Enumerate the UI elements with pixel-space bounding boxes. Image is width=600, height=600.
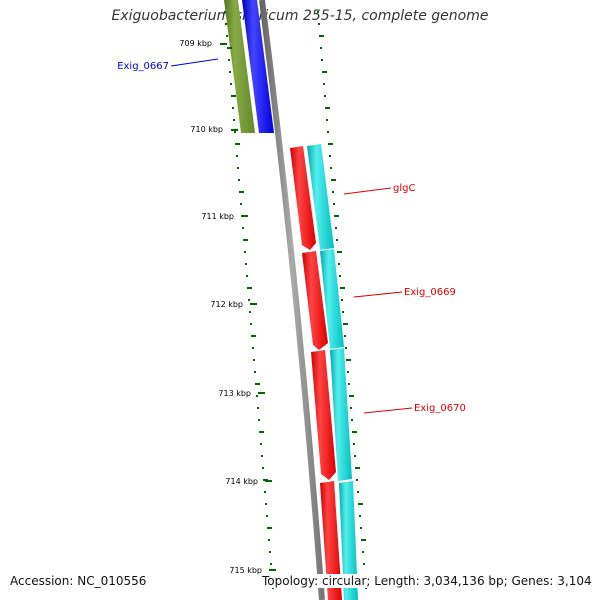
- label-exig-0667: Exig_0667: [117, 58, 219, 72]
- svg-text:Exig_0667: Exig_0667: [117, 61, 169, 72]
- scale-tick-715: 715 kbp: [229, 566, 276, 575]
- tick-label: 710 kbp: [190, 125, 223, 134]
- label-exig-0670: Exig_0670: [363, 403, 466, 414]
- tick-label: 714 kbp: [225, 477, 258, 486]
- genome-backbone: [259, 0, 325, 600]
- cds-exig-0670: [311, 350, 336, 480]
- scale-tick-711: 711 kbp: [201, 212, 248, 221]
- genome-title: Exiguobacterium sibiricum 255-15, comple…: [111, 8, 489, 24]
- svg-text:glgC: glgC: [393, 183, 415, 194]
- scale-tick-712: 712 kbp: [210, 300, 257, 309]
- track-forward-exig-0669: [320, 249, 344, 349]
- cds-exig-0667: [242, 0, 274, 133]
- tick-label: 709 kbp: [179, 39, 212, 48]
- tick-label: 711 kbp: [201, 212, 234, 221]
- scale-tick-713: 713 kbp: [218, 389, 265, 398]
- cds-next: [320, 481, 342, 600]
- scale-tick-714: 714 kbp: [225, 477, 272, 486]
- track-forward-next: [339, 481, 358, 600]
- topology-text: Topology: circular; Length: 3,034,136 bp…: [262, 574, 592, 588]
- cds-exig-0669: [302, 251, 328, 350]
- accession-text: Accession: NC_010556: [10, 574, 147, 588]
- track-forward-exig-0670: [330, 348, 352, 481]
- cds-glgc: [290, 146, 316, 250]
- label-glgc: glgC: [343, 183, 415, 195]
- scale-tick-709: 709 kbp: [179, 39, 227, 48]
- label-exig-0669: Exig_0669: [353, 287, 456, 298]
- tick-label: 712 kbp: [210, 300, 243, 309]
- track-forward-glgc: [307, 144, 334, 250]
- svg-text:Exig_0669: Exig_0669: [404, 287, 456, 298]
- scale-tick-710: 710 kbp: [190, 125, 238, 134]
- tick-label: 713 kbp: [218, 389, 251, 398]
- track-reverse-segment: [224, 0, 255, 133]
- svg-text:Exig_0670: Exig_0670: [414, 403, 466, 414]
- gc-content-ticks: [224, 11, 369, 589]
- tick-label: 715 kbp: [229, 566, 262, 575]
